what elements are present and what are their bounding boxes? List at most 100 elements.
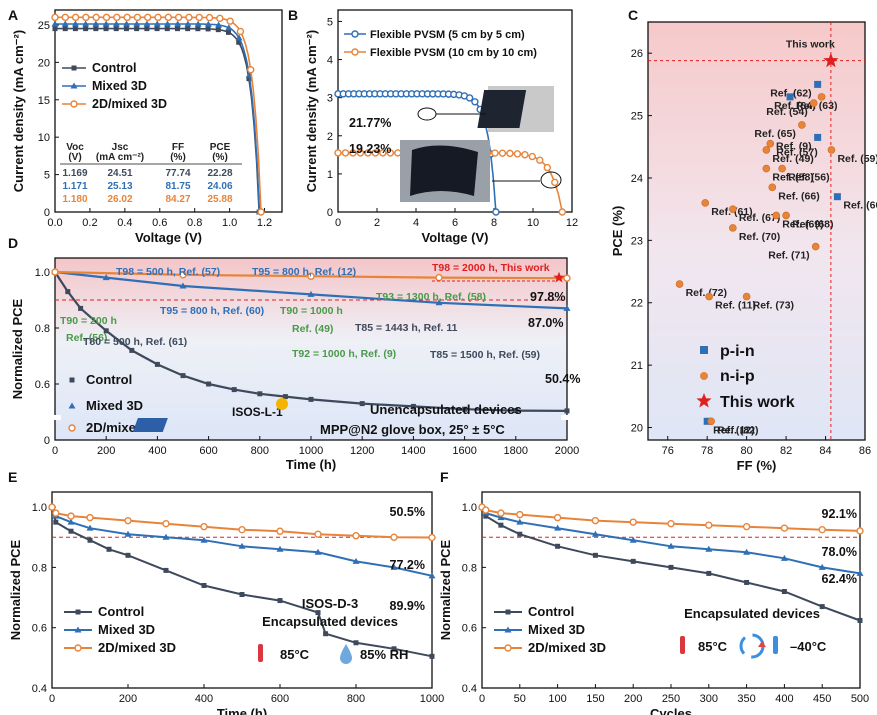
series-marker [506,149,514,158]
series-marker [359,401,365,407]
table-header: Jsc [112,142,129,153]
y-tick-label: 0.6 [35,379,50,391]
point-nip [798,121,806,129]
annotation: Ref. (49) [292,323,333,335]
y-tick-label: 25 [631,111,643,123]
series-marker [428,533,436,542]
series-marker [124,516,132,525]
humidity-label: 85% RH [360,647,408,662]
table-cell: 84.27 [165,194,190,205]
series-marker [174,26,180,32]
point-label: Ref. (11) [715,300,756,312]
annotation: T98 = 2000 h, This work [432,262,550,274]
series-marker [102,13,111,22]
table-cell: 25.88 [207,194,232,205]
series-marker [428,572,436,579]
x-tick-label: 0.2 [82,217,97,229]
x-tick-label: 400 [148,445,166,457]
x-tick-label: 1800 [504,445,528,457]
series-marker [93,26,99,32]
series-marker [238,525,246,534]
legend-marker [74,644,82,652]
x-tick-label: 400 [775,693,793,705]
series-marker [516,518,524,525]
table-header: FF [172,142,184,153]
series-marker [352,532,360,540]
point-nip [827,146,836,154]
series-marker [276,527,284,535]
y-tick-label: 21 [631,360,643,372]
series-marker [592,552,598,558]
table-cell: 1.169 [62,168,87,179]
series-marker [164,13,173,22]
y-tick-label: 0.6 [32,623,47,635]
x-axis-label: FF (%) [737,458,777,473]
y-tick-label: 4 [327,55,333,67]
x-tick-label: 1000 [420,693,444,705]
this-work-star [823,52,839,68]
series-marker [591,530,599,537]
series-marker [67,518,75,525]
point-label: Ref. (68) [792,218,833,230]
series-marker [410,403,416,409]
series-marker [239,592,245,598]
x-tick-label: 12 [566,217,578,229]
panel-letter-f: F [440,469,449,485]
series-marker [498,522,504,528]
legend-label: Control [528,604,574,619]
x-tick-label: 4 [413,217,419,229]
series-marker [543,163,551,172]
y-axis-label: Normalized PCE [8,539,23,640]
point-nip [762,146,771,154]
series-marker [133,13,142,22]
point-label: Ref. (71) [768,250,809,262]
series-marker [113,13,121,22]
legend-marker [504,626,512,633]
table-unit: (V) [68,152,81,163]
y-tick-label: 0 [327,207,333,219]
point-pin [814,133,822,141]
series-marker [102,274,110,281]
series-marker [67,512,75,520]
legend-label: Mixed 3D [86,398,143,413]
x-tick-label: 600 [271,693,289,705]
annotation: T90 = 1000 h [280,305,343,317]
series-marker [179,282,187,289]
series-marker [123,20,131,27]
series-marker [429,653,435,659]
series-line-1 [51,506,433,577]
point-label: Ref. (56) [788,172,829,184]
x-tick-label: 400 [195,693,213,705]
x-tick-label: 800 [251,445,269,457]
series-marker [102,20,110,27]
series-marker [492,208,500,216]
point-label: Ref. (69) [782,218,823,230]
x-axis-label: Cycles [650,706,692,715]
legend-label: 2D/mixed 3D [92,97,167,111]
legend-marker [68,402,76,409]
x-tick-label: 0 [52,445,58,457]
x-tick-label: 600 [199,445,217,457]
series-marker [92,13,100,22]
plot-frame [51,491,433,689]
series-marker [391,646,397,652]
series-marker [435,273,443,282]
y-axis-label: Normalized PCE [438,539,453,640]
x-axis-label: Time (h) [217,706,267,715]
point-nip [782,211,790,220]
series-marker [206,381,212,387]
series-marker [551,178,559,187]
series-marker [394,149,402,157]
series-marker [307,290,315,297]
series-marker [563,274,571,282]
series-marker [353,640,359,646]
legend-label: Mixed 3D [98,622,155,637]
series-marker [103,26,109,32]
series-marker [125,552,131,558]
sun-icon [276,398,288,410]
table-cell: 81.75 [165,181,190,192]
legend-marker [68,424,76,432]
series-marker [61,20,69,27]
series-marker [706,570,712,576]
y-tick-label: 15 [38,95,50,107]
